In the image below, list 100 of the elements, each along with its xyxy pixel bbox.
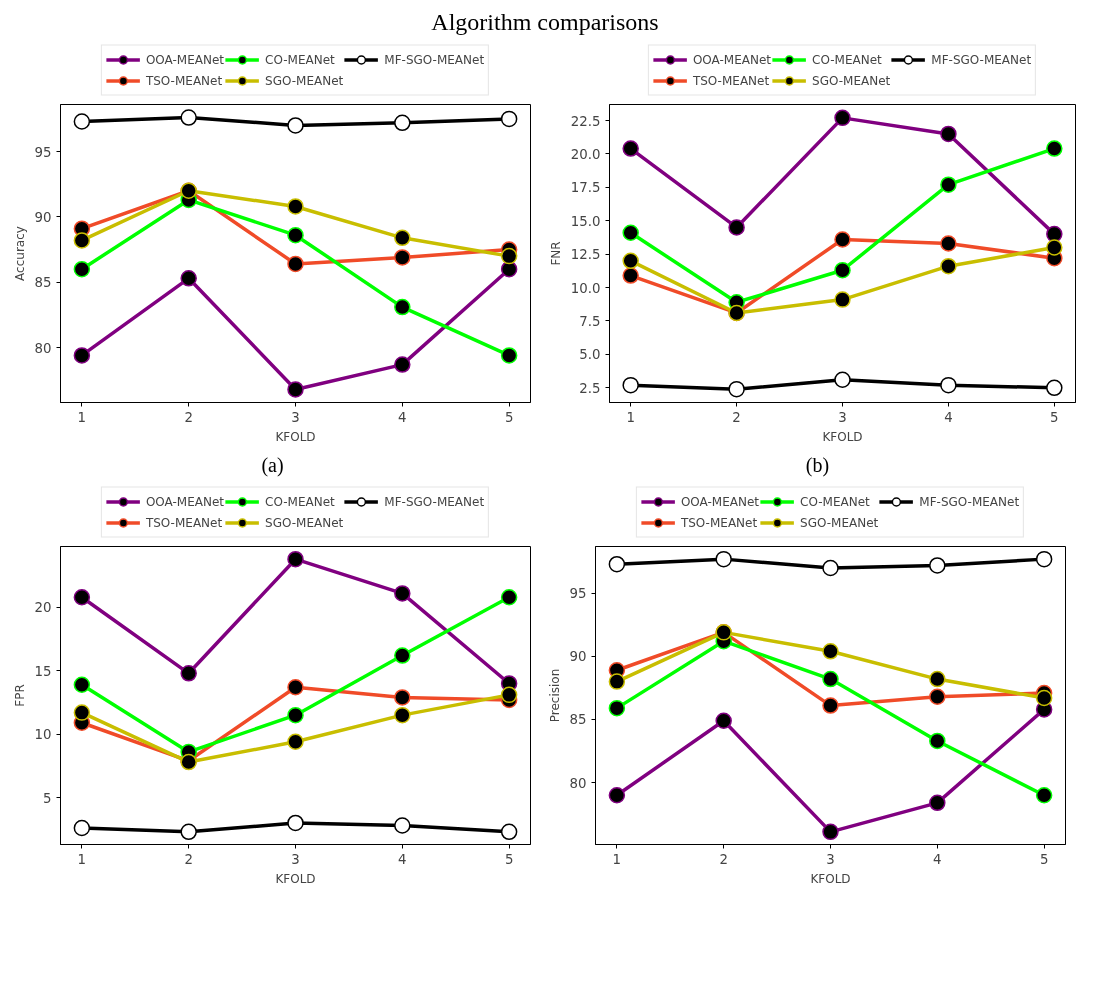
point xyxy=(929,688,946,705)
y-tick-label: 17.5 xyxy=(570,180,601,196)
legend-label: OOA-MEANet xyxy=(680,494,760,509)
x-tick-label: 2 xyxy=(184,851,193,867)
point xyxy=(608,699,626,717)
y-tick-label: 95 xyxy=(34,144,52,160)
point xyxy=(1046,239,1063,256)
x-tick-label: 5 xyxy=(504,851,514,867)
point xyxy=(394,817,411,834)
point xyxy=(822,643,839,660)
point xyxy=(822,670,839,688)
y-tick-label: 20.0 xyxy=(570,146,601,162)
x-tick-label: 4 xyxy=(398,409,407,425)
x-tick-label: 2 xyxy=(184,409,193,425)
legend-label: TSO-MEANet xyxy=(145,73,223,88)
x-tick-label: 3 xyxy=(291,851,300,867)
y-tick-label: 5 xyxy=(43,790,52,806)
point xyxy=(834,231,851,248)
point xyxy=(73,113,91,130)
x-tick-label: 4 xyxy=(944,409,953,425)
x-tick-label: 5 xyxy=(504,409,514,425)
x-tick-label: 1 xyxy=(612,851,622,867)
x-axis-title: KFOLD xyxy=(822,429,863,444)
point xyxy=(73,347,91,364)
legend-label: CO-MEANet xyxy=(800,494,870,509)
point xyxy=(940,376,957,394)
point xyxy=(834,109,851,127)
x-tick-label: 3 xyxy=(838,409,847,425)
x-tick-label: 5 xyxy=(1050,409,1059,425)
point xyxy=(287,679,304,696)
point xyxy=(834,291,851,308)
point xyxy=(394,229,411,247)
point xyxy=(500,686,518,704)
point xyxy=(715,712,732,729)
point xyxy=(622,376,639,394)
y-tick-label: 95 xyxy=(569,586,587,602)
point xyxy=(728,380,745,398)
x-tick-label: 2 xyxy=(719,851,728,867)
point xyxy=(394,114,411,132)
point xyxy=(394,585,411,602)
legend-label: TSO-MEANet xyxy=(692,73,770,88)
point xyxy=(1035,550,1053,568)
point xyxy=(394,706,411,724)
point xyxy=(394,298,411,316)
point xyxy=(287,814,304,832)
point xyxy=(394,356,411,373)
point xyxy=(929,794,946,812)
x-axis-title: KFOLD xyxy=(810,871,851,886)
y-tick-label: 90 xyxy=(569,649,587,665)
y-axis-title: FPR xyxy=(12,684,27,707)
legend-label: TSO-MEANet xyxy=(680,515,758,530)
y-tick-label: 15.0 xyxy=(570,213,601,229)
y-tick-label: 5.0 xyxy=(579,347,601,363)
legend-label: MF-SGO-MEANet xyxy=(384,494,485,509)
point xyxy=(940,235,957,252)
text: (a) xyxy=(261,453,284,479)
y-tick-label: 85 xyxy=(34,275,52,291)
y-tick-label: 80 xyxy=(569,775,587,791)
legend-label: SGO-MEANet xyxy=(800,515,879,530)
x-axis-title: KFOLD xyxy=(275,429,316,444)
point xyxy=(180,665,197,682)
x-tick-label: 1 xyxy=(77,409,87,425)
point xyxy=(73,588,91,606)
point xyxy=(728,219,745,236)
point xyxy=(929,557,946,574)
legend-label: MF-SGO-MEANet xyxy=(931,52,1032,67)
point xyxy=(822,559,839,577)
point xyxy=(1046,225,1063,243)
point xyxy=(622,252,639,270)
y-tick-label: 20 xyxy=(34,600,52,616)
point xyxy=(1046,379,1063,397)
x-tick-label: 2 xyxy=(732,409,741,425)
legend-label: CO-MEANet xyxy=(265,494,335,509)
legend-label: CO-MEANet xyxy=(812,52,882,67)
point xyxy=(500,347,518,364)
x-tick-label: 4 xyxy=(933,851,942,867)
point xyxy=(287,226,304,244)
point xyxy=(929,670,946,688)
legend-label: TSO-MEANet xyxy=(145,515,223,530)
y-axis-title: Precision xyxy=(547,668,562,723)
point xyxy=(940,125,957,143)
point xyxy=(622,267,639,284)
point xyxy=(608,555,626,573)
point xyxy=(500,588,518,606)
x-tick-label: 5 xyxy=(1039,851,1049,867)
legend-label: SGO-MEANet xyxy=(812,73,891,88)
point xyxy=(287,117,304,134)
point xyxy=(287,198,304,215)
legend-label: OOA-MEANet xyxy=(145,52,225,67)
point xyxy=(929,732,946,750)
y-tick-label: 10.0 xyxy=(570,280,601,296)
point xyxy=(180,270,197,287)
point xyxy=(73,260,91,278)
y-tick-label: 2.5 xyxy=(579,380,601,396)
point xyxy=(73,819,91,837)
point xyxy=(608,787,626,804)
x-tick-label: 3 xyxy=(291,409,300,425)
y-tick-label: 7.5 xyxy=(579,313,601,329)
point xyxy=(287,733,304,751)
y-tick-label: 90 xyxy=(34,209,52,225)
